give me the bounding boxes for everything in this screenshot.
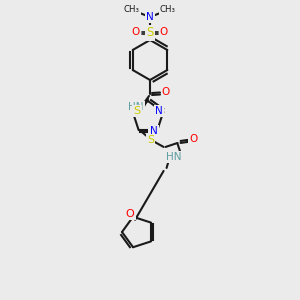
Text: HN: HN <box>166 152 181 162</box>
Text: O: O <box>126 209 134 219</box>
Text: N: N <box>155 106 163 116</box>
Text: HN: HN <box>128 102 144 112</box>
Text: O: O <box>190 134 198 144</box>
Text: O: O <box>132 27 140 37</box>
Text: O: O <box>162 87 170 97</box>
Text: CH₃: CH₃ <box>160 5 176 14</box>
Text: O: O <box>160 27 168 37</box>
Text: S: S <box>147 135 154 145</box>
Text: N: N <box>146 12 154 22</box>
Text: CH₃: CH₃ <box>124 5 140 14</box>
Text: S: S <box>133 106 140 116</box>
Text: S: S <box>146 26 154 40</box>
Text: N: N <box>149 126 157 136</box>
